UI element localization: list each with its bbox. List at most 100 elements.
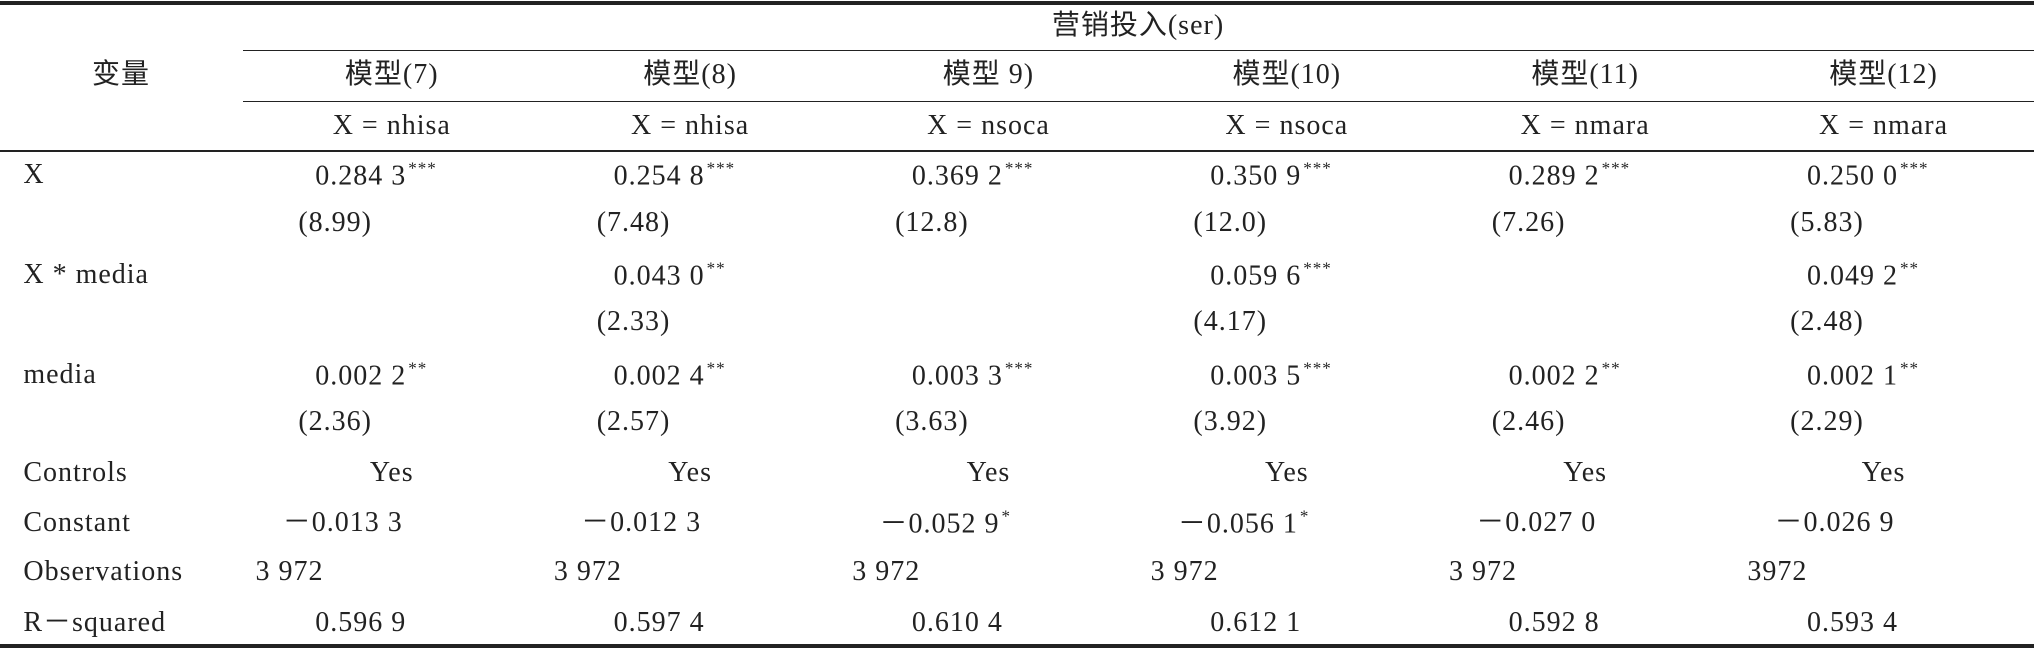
coefficient: 0.002 1 <box>1806 360 1898 392</box>
significance-stars: *** <box>1303 258 1332 278</box>
significance-stars: ** <box>1899 258 1919 278</box>
cell: (7.48) <box>596 207 671 239</box>
cell: 0.003 3 *** <box>912 359 1034 390</box>
cell: (2.36) <box>298 405 372 437</box>
cell: 0.002 1 ** <box>1807 359 1919 390</box>
coefficient: 0.002 4 <box>613 360 705 392</box>
cell: 3 972 <box>1150 556 1219 588</box>
significance-stars: ** <box>1899 358 1919 378</box>
cell: (2.33) <box>596 305 671 337</box>
cell: 0.002 4 ** <box>614 359 726 390</box>
model-header: 模型(7) <box>344 59 439 91</box>
cell: 3 972 <box>553 556 622 588</box>
row-label: X * media <box>23 259 149 290</box>
cell: －0.013 3 <box>282 506 403 538</box>
row-label: media <box>23 358 97 390</box>
significance-stars: ** <box>1601 358 1621 378</box>
x-definition: X = nhisa <box>631 109 750 141</box>
significance-stars: *** <box>1004 358 1034 378</box>
cell: Yes <box>369 457 414 489</box>
coefficient: 0.059 6 <box>1210 260 1302 292</box>
cell: 3 972 <box>852 556 921 588</box>
significance-stars: *** <box>706 158 736 178</box>
cell: (3.92) <box>1193 405 1268 437</box>
cell: (2.57) <box>596 405 671 437</box>
significance-stars: *** <box>1899 158 1929 178</box>
cell: 3 972 <box>1448 556 1517 588</box>
model-header: 模型(10) <box>1232 59 1342 91</box>
model-rule <box>243 101 2034 102</box>
coefficient: －0.052 9 <box>879 508 1000 540</box>
coefficient: 0.369 2 <box>911 160 1003 192</box>
row-label: Constant <box>23 506 131 538</box>
significance-stars: *** <box>1601 158 1631 178</box>
cell: (4.17) <box>1193 305 1268 337</box>
cell: 3 972 <box>255 556 324 588</box>
x-definition: X = nmara <box>1520 109 1650 141</box>
x-definition: X = nmara <box>1819 109 1949 141</box>
cell: 0.592 8 <box>1508 606 1600 638</box>
cell: (7.26) <box>1491 207 1566 239</box>
significance-stars: * <box>1001 506 1011 526</box>
cell: Yes <box>1861 457 1906 489</box>
cell: (12.0) <box>1193 207 1268 239</box>
row-label: Controls <box>23 457 128 489</box>
row-label: R－squared <box>23 606 167 638</box>
model-header: 模型(8) <box>643 59 737 91</box>
row-label: Observations <box>23 556 184 588</box>
coefficient: 0.284 3 <box>315 160 407 192</box>
header-rule <box>0 150 2034 152</box>
cell: 0.049 2 ** <box>1807 260 1919 291</box>
model-header: 模型(12) <box>1829 59 1938 91</box>
cell: 0.596 9 <box>315 606 407 638</box>
cell: (12.8) <box>895 207 969 239</box>
coefficient: 0.049 2 <box>1806 260 1898 292</box>
coefficient: 0.002 2 <box>1508 360 1600 392</box>
cell: (2.46) <box>1491 405 1566 437</box>
significance-stars: ** <box>408 358 428 378</box>
cell: 0.002 2 ** <box>1509 359 1621 390</box>
significance-stars: *** <box>1004 158 1034 178</box>
coefficient: 0.254 8 <box>613 160 705 192</box>
cell: －0.052 9 * <box>879 507 1011 538</box>
cell: 3972 <box>1747 556 1808 588</box>
significance-stars: *** <box>1303 358 1332 378</box>
cell: 0.350 9 *** <box>1210 160 1332 191</box>
cell: 0.610 4 <box>911 606 1003 638</box>
significance-stars: *** <box>408 158 437 178</box>
x-definition: X = nsoca <box>927 109 1050 141</box>
x-definition: X = nhisa <box>332 109 451 141</box>
coefficient: 0.043 0 <box>613 260 705 292</box>
group-rule <box>243 50 2034 51</box>
top-rule <box>0 1 2034 5</box>
cell: －0.012 3 <box>581 506 702 538</box>
significance-stars: *** <box>1303 158 1332 178</box>
coefficient: 0.003 3 <box>911 360 1003 392</box>
cell: －0.027 0 <box>1476 506 1597 538</box>
cell: Yes <box>966 457 1011 489</box>
coefficient: 0.289 2 <box>1508 160 1600 192</box>
row-label: X <box>23 159 45 191</box>
cell: Yes <box>1563 457 1608 489</box>
cell: 0.254 8 *** <box>614 160 736 191</box>
cell: 0.003 5 *** <box>1210 359 1332 390</box>
cell: (5.83) <box>1790 207 1864 239</box>
cell: 0.593 4 <box>1806 606 1898 638</box>
cell: 0.059 6 *** <box>1210 260 1332 291</box>
cell: 0.612 1 <box>1210 606 1302 638</box>
group-header: 营销投入(ser) <box>1051 10 1225 41</box>
cell: 0.002 2 ** <box>315 359 427 390</box>
coefficient: 0.250 0 <box>1806 160 1898 192</box>
significance-stars: ** <box>706 358 726 378</box>
cell: (2.29) <box>1790 405 1864 437</box>
bottom-rule <box>0 644 2034 648</box>
cell: －0.056 1 * <box>1178 507 1310 538</box>
cell: (8.99) <box>298 207 372 239</box>
coefficient: 0.350 9 <box>1210 160 1302 192</box>
model-header: 模型 9) <box>942 59 1035 91</box>
significance-stars: * <box>1299 506 1310 526</box>
cell: 0.043 0 ** <box>614 260 726 291</box>
cell: 0.250 0 *** <box>1807 160 1929 191</box>
cell: －0.026 9 <box>1774 506 1895 538</box>
